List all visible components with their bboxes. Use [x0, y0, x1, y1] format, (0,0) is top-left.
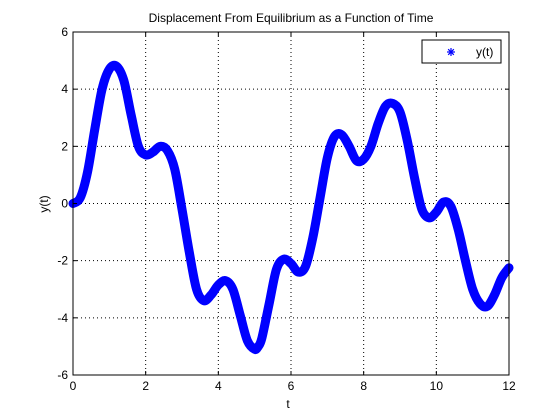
data-point-0-58: [486, 305, 489, 308]
data-point-0-21: [224, 279, 227, 282]
data-point-0-38: [340, 133, 343, 136]
data-point-0-24: [246, 339, 249, 342]
y-tick-label-4: 2: [61, 139, 68, 153]
data-point-0-10: [144, 153, 147, 156]
ticks: 0 2 4 6 8 10 12 -6 -4 -2 0 2 4 6: [57, 25, 516, 393]
data-point-0-46: [399, 111, 401, 114]
data-point-0-19: [210, 293, 213, 296]
x-tick-label-5: 10: [430, 379, 444, 393]
x-tick-label-2: 4: [215, 379, 222, 393]
data-point-0-14: [173, 168, 176, 171]
data-point-0-1: [79, 196, 82, 199]
data-point-0-35: [319, 196, 322, 199]
data-point-0-20: [217, 283, 220, 286]
data-point-0-51: [435, 211, 438, 214]
x-axis-label: t: [286, 397, 290, 411]
data-point-0-6: [115, 65, 118, 68]
data-point-0-5: [108, 68, 111, 71]
data-point-0-34: [311, 236, 314, 239]
data-point-0-60: [500, 276, 503, 279]
data-point-0-30: [282, 258, 285, 261]
data-point-0-41: [362, 158, 365, 161]
data-point-0-37: [333, 135, 336, 138]
data-point-0-22: [231, 288, 234, 291]
x-tick-label-1: 2: [142, 379, 149, 393]
data-point-0-29: [275, 268, 278, 271]
legend-marker-asterisk-icon: [447, 48, 455, 56]
data-point-0-15: [181, 208, 183, 211]
data-point-0-52: [442, 201, 445, 204]
legend-box: [421, 39, 502, 64]
data-point-0-12: [159, 145, 162, 148]
data-point-0-42: [369, 145, 372, 148]
y-tick-label-1: -4: [57, 311, 68, 325]
chart-title: Displacement From Equilibrium as a Funct…: [149, 11, 434, 25]
y-tick-label-5: 4: [61, 82, 68, 96]
data-point-0-54: [457, 228, 460, 231]
x-tick-label-4: 8: [360, 379, 367, 393]
data-point-0-55: [464, 259, 467, 262]
data-point-0-45: [391, 102, 394, 105]
x-tick-label-3: 6: [288, 379, 295, 393]
data-point-0-49: [420, 208, 423, 211]
data-point-0-2: [86, 171, 89, 174]
data-point-0-50: [428, 216, 431, 219]
x-tick-label-6: 12: [502, 379, 516, 393]
data-point-0-7: [122, 79, 125, 82]
data-point-0-17: [195, 288, 198, 291]
data-point-0-23: [239, 313, 242, 316]
data-point-0-56: [471, 288, 474, 291]
data-point-0-48: [413, 176, 416, 179]
series-group: [68, 60, 514, 355]
y-axis-label: y(t): [37, 195, 51, 212]
data-point-0-4: [101, 88, 104, 91]
data-point-0-44: [384, 105, 387, 108]
data-point-0-8: [130, 113, 133, 116]
data-point-0-53: [449, 205, 452, 208]
data-point-0-16: [188, 251, 191, 254]
data-point-0-27: [260, 336, 263, 339]
data-point-0-3: [93, 128, 96, 131]
data-point-0-32: [297, 271, 300, 274]
data-point-0-36: [326, 156, 329, 159]
data-point-0-18: [202, 299, 205, 302]
data-point-0-47: [406, 139, 409, 142]
data-point-0-57: [478, 302, 481, 305]
data-point-0-11: [151, 151, 154, 154]
grid: [73, 32, 509, 375]
data-point-0-31: [290, 262, 292, 265]
y-tick-label-0: -6: [57, 368, 68, 382]
data-point-0-33: [304, 265, 307, 268]
y-tick-label-2: -2: [57, 254, 68, 268]
data-point-0-43: [377, 122, 380, 125]
y-tick-label-3: 0: [61, 197, 68, 211]
data-point-0-59: [493, 293, 496, 296]
data-point-0-13: [166, 149, 169, 152]
legend: y(t): [421, 39, 502, 64]
data-point-0-40: [355, 159, 358, 162]
legend-label: y(t): [476, 45, 493, 59]
data-point-0-25: [253, 348, 256, 351]
x-tick-label-0: 0: [70, 379, 77, 393]
data-point-0-28: [268, 302, 271, 305]
y-tick-label-6: 6: [61, 25, 68, 39]
data-point-0-26: [257, 345, 260, 348]
data-point-0-39: [348, 145, 351, 148]
legend-asterisk: [447, 48, 455, 56]
data-point-0-9: [137, 145, 140, 148]
